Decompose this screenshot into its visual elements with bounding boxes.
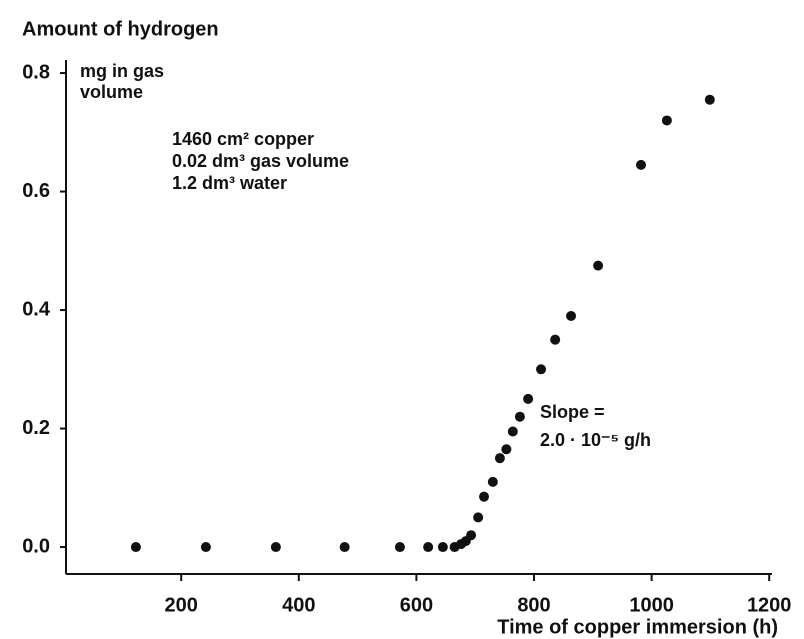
x-tick-label: 600 [400,594,433,616]
data-point [466,530,477,541]
data-point [437,542,448,553]
y-unit: volume [80,82,143,102]
data-point [494,453,505,464]
data-point [130,542,141,553]
data-point [394,542,405,553]
data-point [536,364,547,375]
data-point [479,491,490,502]
data-point [566,310,577,321]
data-point [636,159,647,170]
annotation: 1460 cm² copper [172,129,314,149]
slope-annotation: Slope = [540,402,605,422]
data-point [550,334,561,345]
y-tick-label: 0.4 [22,298,51,320]
data-point [593,260,604,271]
y-tick-label: 0.8 [22,61,50,83]
slope-annotation: 2.0 · 10⁻⁵ g/h [540,430,651,450]
data-point [487,476,498,487]
annotation: 1.2 dm³ water [172,173,287,193]
x-tick-label: 800 [517,594,550,616]
y-tick-label: 0.6 [22,180,50,202]
x-axis-label: Time of copper immersion (h) [497,616,778,638]
data-point [423,542,434,553]
data-point [704,94,715,105]
y-tick-label: 0.2 [22,417,50,439]
data-point [661,115,672,126]
data-point [507,426,518,437]
data-point [270,542,281,553]
annotation: 0.02 dm³ gas volume [172,151,349,171]
data-point [473,512,484,523]
data-point [200,542,211,553]
x-tick-label: 1200 [747,594,792,616]
y-unit: mg in gas [80,61,164,81]
data-point [501,444,512,455]
x-tick-label: 400 [282,594,315,616]
data-point [339,542,350,553]
x-tick-label: 200 [165,594,198,616]
chart-title: Amount of hydrogen [22,18,219,40]
y-tick-label: 0.0 [22,535,50,557]
data-point [514,411,525,422]
x-tick-label: 1000 [629,594,674,616]
data-point [523,393,534,404]
